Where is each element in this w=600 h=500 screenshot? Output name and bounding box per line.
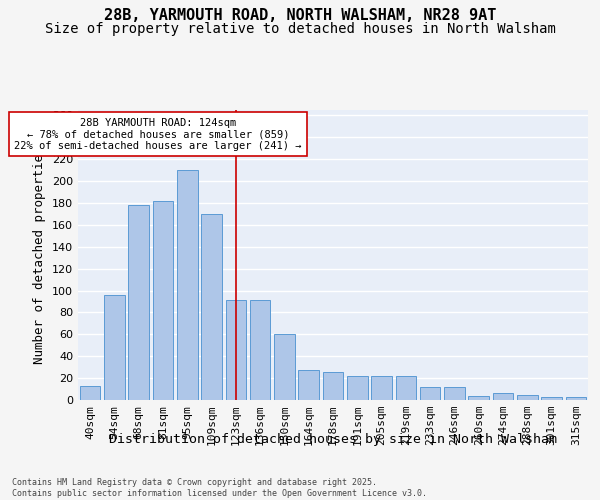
Bar xyxy=(371,376,392,400)
Bar xyxy=(541,396,562,400)
Bar xyxy=(177,170,197,400)
Bar xyxy=(152,201,173,400)
Bar xyxy=(395,376,416,400)
Text: Distribution of detached houses by size in North Walsham: Distribution of detached houses by size … xyxy=(109,432,557,446)
Bar xyxy=(226,300,246,400)
Bar xyxy=(469,396,489,400)
Bar xyxy=(420,387,440,400)
Bar xyxy=(274,334,295,400)
Bar xyxy=(493,394,514,400)
Text: 28B YARMOUTH ROAD: 124sqm
← 78% of detached houses are smaller (859)
22% of semi: 28B YARMOUTH ROAD: 124sqm ← 78% of detac… xyxy=(14,118,302,151)
Bar xyxy=(347,376,368,400)
Bar xyxy=(566,396,586,400)
Bar xyxy=(80,386,100,400)
Bar xyxy=(517,394,538,400)
Bar xyxy=(298,370,319,400)
Text: Size of property relative to detached houses in North Walsham: Size of property relative to detached ho… xyxy=(44,22,556,36)
Text: Contains HM Land Registry data © Crown copyright and database right 2025.
Contai: Contains HM Land Registry data © Crown c… xyxy=(12,478,427,498)
Bar xyxy=(444,387,465,400)
Bar xyxy=(250,300,271,400)
Bar xyxy=(104,295,125,400)
Bar xyxy=(128,205,149,400)
Bar xyxy=(201,214,222,400)
Bar xyxy=(323,372,343,400)
Text: 28B, YARMOUTH ROAD, NORTH WALSHAM, NR28 9AT: 28B, YARMOUTH ROAD, NORTH WALSHAM, NR28 … xyxy=(104,8,496,22)
Y-axis label: Number of detached properties: Number of detached properties xyxy=(34,146,46,364)
